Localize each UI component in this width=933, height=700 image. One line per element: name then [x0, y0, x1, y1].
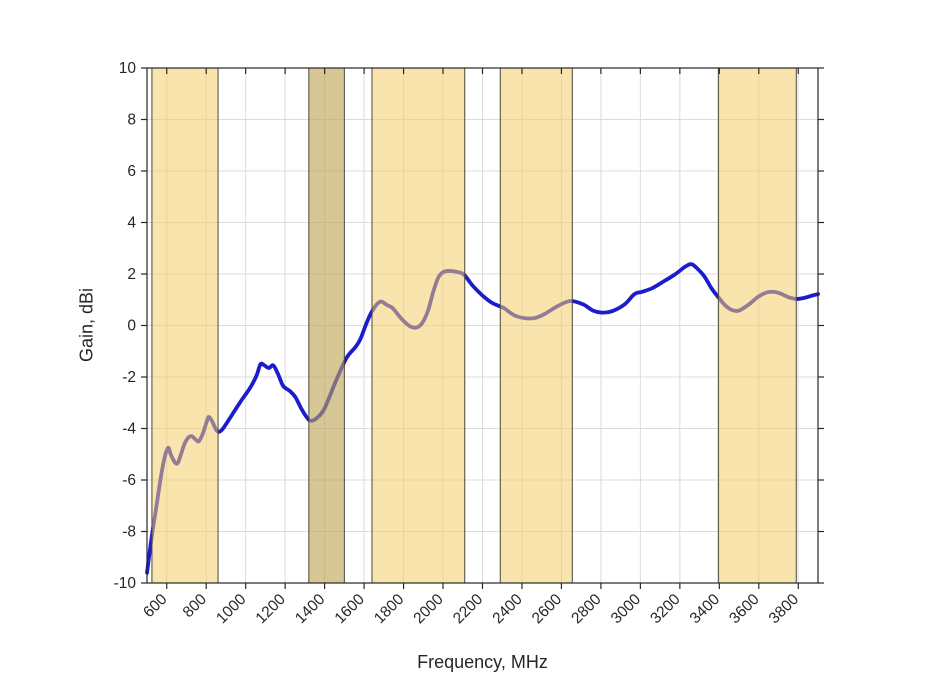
x-tick-label: 3800 [766, 591, 803, 628]
x-tick-label: 2200 [450, 591, 487, 628]
y-tick-label: -4 [122, 421, 136, 438]
x-tick-label: 3200 [647, 591, 684, 628]
frequency-band-highlight [308, 68, 345, 583]
y-tick-label: 8 [127, 112, 136, 129]
x-tick-labels: 600 800 1000 1200 1400 1600 1800 2000 2200 2400 26… [140, 591, 802, 628]
x-tick-label: 800 [180, 591, 211, 622]
y-tick-label: -6 [122, 472, 136, 489]
y-tick-label: -10 [114, 575, 137, 592]
x-tick-label: 1600 [332, 591, 369, 628]
x-tick-label: 600 [140, 591, 171, 622]
frequency-band-highlight [371, 68, 465, 583]
x-tick-label: 1400 [292, 591, 329, 628]
y-axis-label: Gain, dBi [76, 287, 97, 363]
frequency-band-highlight [718, 68, 797, 583]
x-tick-label: 2800 [568, 591, 605, 628]
x-tick-label: 2600 [529, 591, 566, 628]
y-tick-label: 2 [127, 266, 136, 283]
frequency-band-highlight [500, 68, 573, 583]
axis-ticks [141, 67, 824, 589]
y-tick-label: -2 [122, 369, 136, 386]
y-tick-label: 10 [119, 60, 137, 77]
y-tick-label: 4 [127, 215, 136, 232]
x-axis-label-text: Frequency, MHz [417, 652, 548, 672]
grid-lines [147, 67, 818, 584]
frequency-band-highlight [151, 68, 219, 583]
y-tick-label: -8 [122, 524, 136, 541]
x-axis-label: Frequency, MHz [0, 652, 933, 673]
y-tick-labels: -10 -8 -6 -4 -2 0 2 4 6 8 10 [114, 60, 137, 592]
x-tick-label: 3000 [608, 591, 645, 628]
y-tick-label: 6 [127, 163, 136, 180]
x-tick-label: 3400 [687, 591, 724, 628]
x-tick-label: 1000 [213, 591, 250, 628]
x-tick-label: 1800 [371, 591, 408, 628]
y-tick-label: 0 [127, 318, 136, 335]
x-tick-label: 1200 [253, 591, 290, 628]
x-tick-label: 2000 [410, 591, 447, 628]
x-tick-label: 3600 [726, 591, 763, 628]
x-tick-label: 2400 [489, 591, 526, 628]
frequency-band-highlights [151, 68, 797, 583]
